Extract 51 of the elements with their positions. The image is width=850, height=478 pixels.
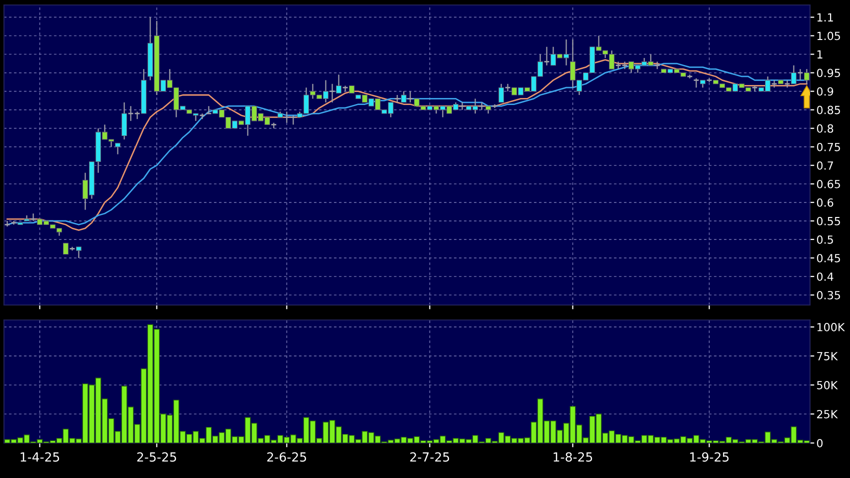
x-tick-label: 2-6-25 (267, 452, 306, 462)
candlestick (284, 111, 290, 124)
y-tick-label: 0.35 (816, 290, 840, 300)
candlestick (622, 61, 628, 70)
candlestick (504, 83, 511, 92)
y-tick-label: 0.45 (816, 254, 840, 262)
y-tick-label: 100K (817, 322, 845, 332)
x-tick-label: 2-5-25 (137, 452, 176, 462)
y-tick-label: 0.75 (816, 142, 840, 152)
candlestick (342, 85, 348, 92)
y-tick-label: 1 (817, 50, 822, 58)
candlestick (478, 102, 485, 110)
y-tick-label: 0.4 (816, 272, 834, 281)
y-tick-label: 0.85 (816, 106, 840, 114)
y-tick-label: 0.65 (816, 180, 840, 188)
y-tick-label: 0.95 (816, 68, 840, 78)
y-tick-label: 1.05 (817, 32, 840, 40)
candlestick (407, 90, 414, 103)
candlestick (459, 102, 466, 110)
x-tick-label: 1-8-25 (554, 452, 592, 462)
y-tick-label: 0.5 (816, 235, 833, 244)
candlestick (63, 242, 68, 255)
x-tick-label: 1-9-25 (690, 452, 729, 462)
candlestick (4, 220, 10, 228)
candlestick (199, 112, 206, 120)
candlestick (544, 46, 550, 66)
candlestick (329, 83, 336, 103)
candlestick (30, 212, 36, 222)
y-tick-label: 50K (817, 380, 838, 390)
candlestick (615, 61, 622, 70)
candlestick (693, 78, 700, 88)
y-tick-label: 0 (816, 438, 823, 448)
candlestick (784, 80, 790, 88)
y-tick-label: 25K (817, 410, 838, 418)
y-tick-label: 1.1 (817, 13, 833, 22)
candlestick (115, 142, 120, 155)
candlestick (654, 61, 660, 70)
x-tick-label: 1-4-25 (20, 452, 60, 462)
candlestick (270, 122, 277, 129)
candlestick (771, 80, 778, 88)
candlestick (752, 85, 758, 92)
y-tick-label: 0.8 (816, 124, 834, 133)
x-tick-label: 2-7-25 (410, 452, 450, 462)
candlestick (290, 114, 296, 126)
candlestick (797, 68, 804, 81)
y-tick-label: 0.6 (816, 198, 834, 207)
y-tick-label: 0.55 (816, 216, 840, 226)
y-tick-label: 0.7 (816, 161, 833, 170)
y-tick-label: 75K (817, 352, 838, 360)
candlestick (394, 94, 400, 103)
y-tick-label: 0.9 (816, 87, 834, 96)
